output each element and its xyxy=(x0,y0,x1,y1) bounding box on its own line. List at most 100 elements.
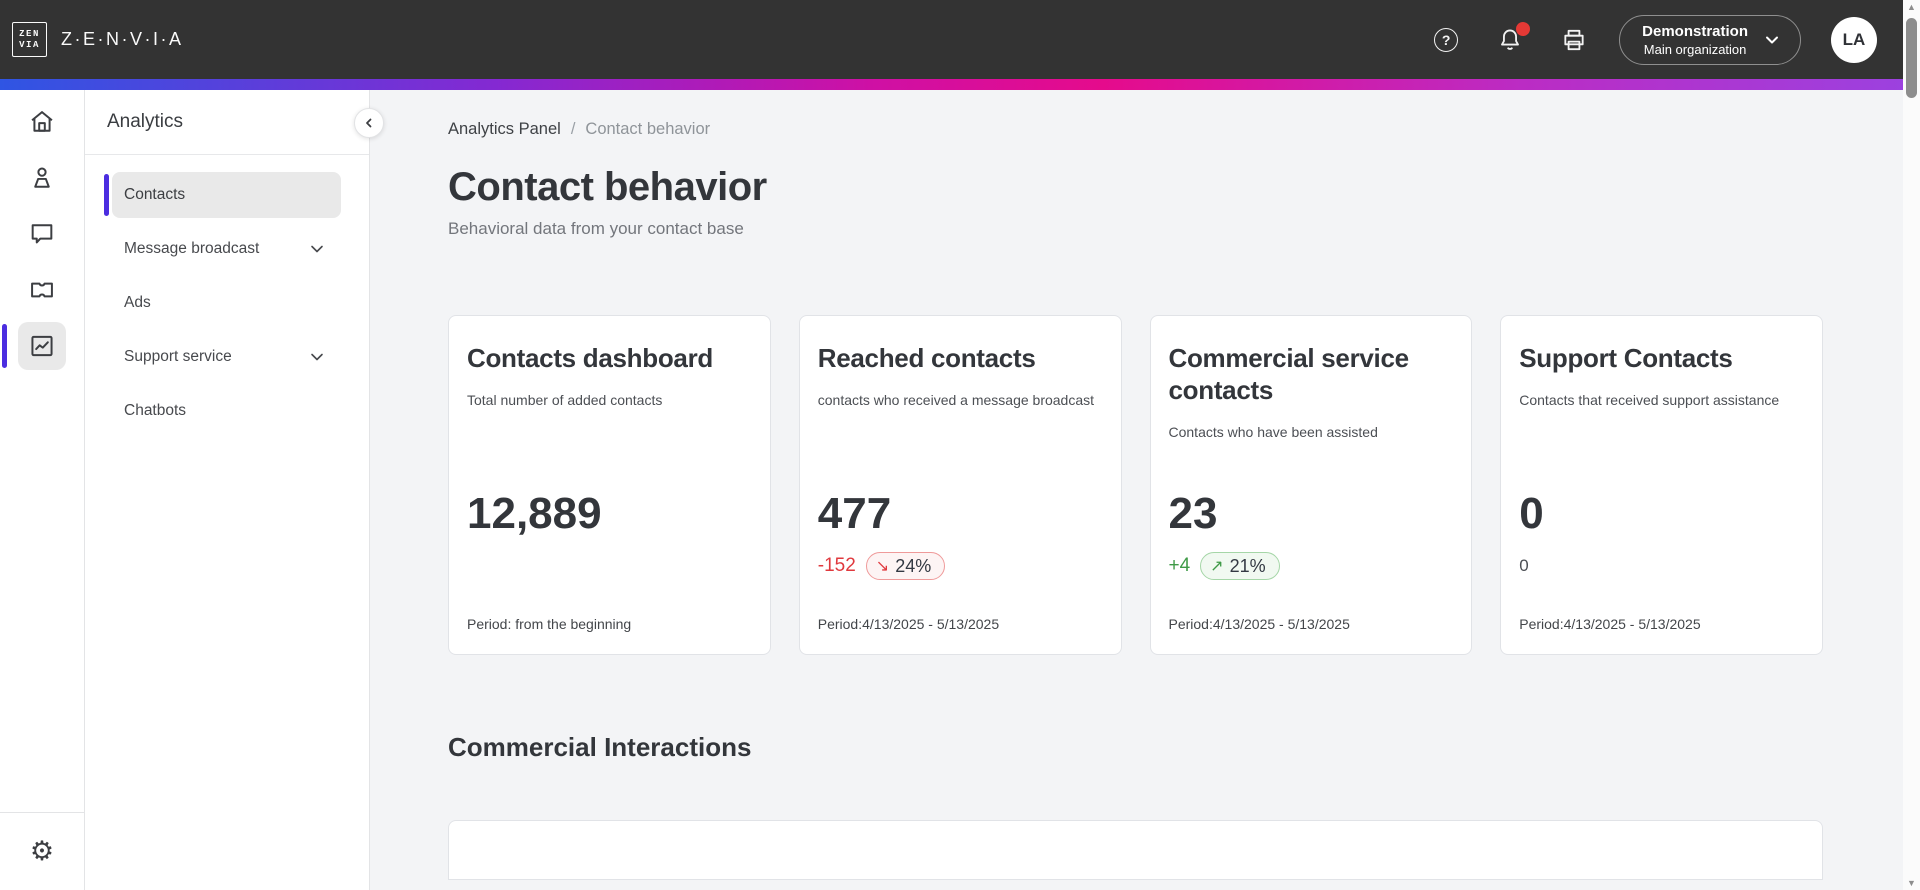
organization-name: Demonstration xyxy=(1642,22,1748,40)
card-support-contacts: Support Contacts Contacts that received … xyxy=(1500,315,1823,655)
chevron-down-icon xyxy=(309,351,325,363)
card-value: 0 xyxy=(1519,489,1544,538)
active-indicator xyxy=(104,174,109,216)
organization-selector[interactable]: Demonstration Main organization xyxy=(1619,14,1801,65)
trend-badge: ↗ 21% xyxy=(1200,552,1280,580)
notification-badge xyxy=(1516,21,1531,36)
rail-footer: ⚙ xyxy=(0,812,84,890)
body-row: ⚙ Analytics Contacts xyxy=(0,90,1903,890)
line-chart-icon xyxy=(31,335,53,357)
ticket-icon xyxy=(31,282,53,298)
help-icon: ? xyxy=(1434,27,1459,52)
help-button[interactable]: ? xyxy=(1431,25,1461,55)
card-period: Period:4/13/2025 - 5/13/2025 xyxy=(817,616,1000,632)
chevron-down-icon xyxy=(1762,30,1782,50)
trend-percent: 24% xyxy=(895,555,932,576)
trend-badge: ↘ 24% xyxy=(865,552,946,580)
notifications-button[interactable] xyxy=(1495,21,1531,55)
active-indicator xyxy=(2,324,7,368)
panel-title: Analytics xyxy=(85,90,369,155)
person-icon xyxy=(34,167,50,188)
page-title: Contact behavior xyxy=(448,165,767,209)
card-commercial-service-contacts: Commercial service contacts Contacts who… xyxy=(1149,315,1473,655)
menu-item-support-service[interactable]: Support service xyxy=(112,334,341,380)
card-description: Contacts who have been assisted xyxy=(1168,424,1378,440)
menu-item-message-broadcast[interactable]: Message broadcast xyxy=(112,226,341,272)
card-reached-contacts: Reached contacts contacts who received a… xyxy=(798,315,1122,655)
sidebar-item-home[interactable] xyxy=(18,98,66,146)
arrow-down-right-icon: ↘ xyxy=(875,558,890,575)
brand-wordmark: Z·E·N·V·I·A xyxy=(61,29,184,49)
chat-bubble-icon xyxy=(31,224,53,244)
card-description: Total number of added contacts xyxy=(467,392,663,408)
card-value: 12,889 xyxy=(467,489,602,538)
home-icon xyxy=(31,111,53,132)
breadcrumb: Analytics Panel / Contact behavior xyxy=(448,120,1823,139)
menu-item-label: Support service xyxy=(124,348,232,365)
card-title: Reached contacts xyxy=(817,343,1036,373)
arrow-up-right-icon: ↗ xyxy=(1210,558,1224,575)
breadcrumb-analytics-panel[interactable]: Analytics Panel xyxy=(448,120,561,138)
card-delta-row: -152 ↘ 24% xyxy=(817,551,946,581)
scrollbar-thumb[interactable] xyxy=(1906,18,1917,98)
brand-gradient-bar xyxy=(0,79,1903,90)
delta-value: +4 xyxy=(1168,555,1191,576)
card-title: Support Contacts xyxy=(1519,343,1733,373)
sidebar-item-analytics[interactable] xyxy=(2,322,66,370)
menu-item-label: Contacts xyxy=(124,186,186,203)
zenvia-logo-icon: ZEN VIA xyxy=(12,22,47,57)
menu-item-contacts[interactable]: Contacts xyxy=(104,172,341,218)
breadcrumb-current: Contact behavior xyxy=(585,120,711,138)
card-title: Contacts dashboard xyxy=(467,343,713,373)
logo-text-bottom: VIA xyxy=(19,40,40,50)
card-period: Period:4/13/2025 - 5/13/2025 xyxy=(1519,616,1701,632)
section-title-commercial-interactions: Commercial Interactions xyxy=(448,732,752,762)
topbar: ZEN VIA Z·E·N·V·I·A ? xyxy=(0,0,1903,79)
topbar-actions: ? xyxy=(1397,14,1877,65)
main-content: Analytics Panel / Contact behavior Conta… xyxy=(370,90,1903,890)
kpi-cards-row: Contacts dashboard Total number of added… xyxy=(448,315,1823,655)
menu-item-ads[interactable]: Ads xyxy=(112,280,341,326)
panel-menu: Contacts Message broadcast Ads Support s… xyxy=(85,155,369,434)
breadcrumb-separator: / xyxy=(570,120,576,138)
chevron-down-icon xyxy=(309,243,325,255)
gear-icon: ⚙ xyxy=(29,836,55,866)
logo-text-top: ZEN xyxy=(19,29,40,39)
delta-value: 0 xyxy=(1519,556,1529,575)
card-delta-row: +4 ↗ 21% xyxy=(1169,551,1280,581)
print-button[interactable] xyxy=(1559,25,1589,55)
chevron-left-icon xyxy=(366,118,372,128)
menu-item-label: Chatbots xyxy=(124,402,187,419)
sidebar-item-contacts[interactable] xyxy=(18,154,66,202)
trend-percent: 21% xyxy=(1229,555,1266,576)
sidebar-item-tickets[interactable] xyxy=(18,266,66,314)
user-avatar[interactable]: LA xyxy=(1831,16,1877,63)
bell-icon xyxy=(1501,29,1520,50)
card-description: Contacts that received support assistanc… xyxy=(1519,392,1780,408)
menu-item-chatbots[interactable]: Chatbots xyxy=(112,388,341,434)
menu-item-label: Message broadcast xyxy=(124,240,260,257)
settings-button[interactable]: ⚙ xyxy=(18,828,66,876)
scroll-down-arrow[interactable]: ▼ xyxy=(1907,878,1916,888)
sidebar-item-conversations[interactable] xyxy=(18,210,66,258)
card-period: Period:4/13/2025 - 5/13/2025 xyxy=(1168,616,1350,632)
scroll-up-arrow[interactable]: ▲ xyxy=(1907,2,1916,12)
organization-labels: Demonstration Main organization xyxy=(1642,22,1748,58)
delta-value: -152 xyxy=(817,555,856,576)
card-description: contacts who received a message broadcas… xyxy=(817,392,1095,408)
card-contacts-dashboard: Contacts dashboard Total number of added… xyxy=(448,315,771,655)
card-title: Commercial service contacts xyxy=(1168,343,1410,405)
card-value: 477 xyxy=(817,489,892,538)
collapse-panel-button[interactable] xyxy=(354,108,384,138)
sidebar-rail: ⚙ xyxy=(0,90,85,890)
card-period: Period: from the beginning xyxy=(467,616,632,632)
organization-subtitle: Main organization xyxy=(1643,41,1747,57)
analytics-panel: Analytics Contacts Message broadcast xyxy=(85,90,384,890)
menu-item-label: Ads xyxy=(124,294,151,311)
card-value: 23 xyxy=(1168,489,1218,538)
card-delta-row: 0 xyxy=(1519,551,1528,581)
page-subtitle: Behavioral data from your contact base xyxy=(448,219,744,238)
printer-icon xyxy=(1564,29,1584,50)
